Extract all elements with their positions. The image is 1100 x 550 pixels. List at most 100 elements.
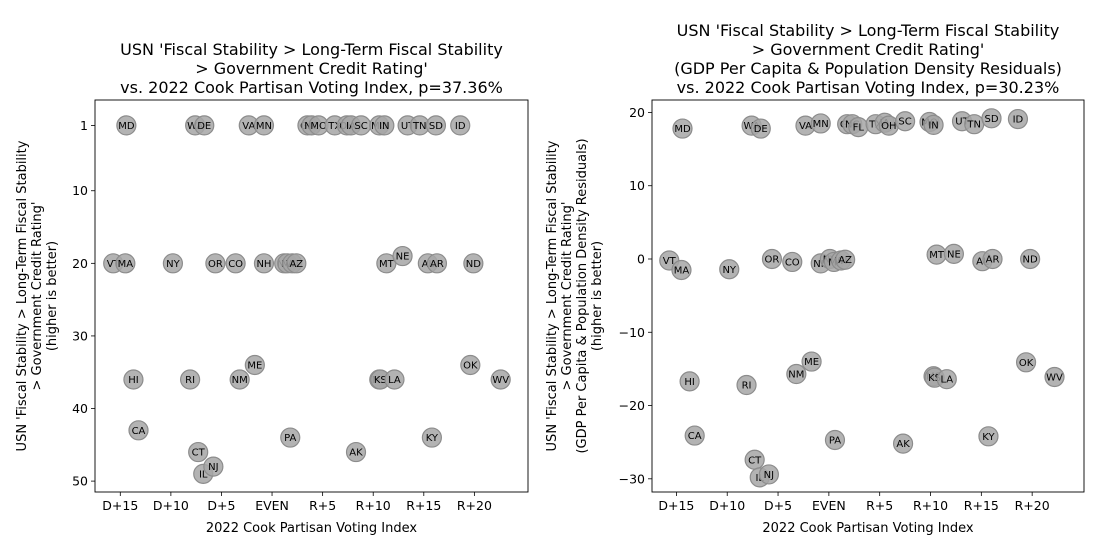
data-point-marker (761, 248, 783, 270)
data-point-label: IN (379, 121, 389, 132)
y-axis-label-line: USN 'Fiscal Stability > Long-Term Fiscal… (15, 140, 30, 451)
data-point-hi: HI (123, 369, 144, 390)
y-axis-label-line: (higher is better) (45, 241, 60, 351)
data-point-ct: CT (188, 441, 209, 463)
data-point-or: OR (205, 253, 226, 274)
data-point-label: RI (185, 375, 195, 386)
plot-frame (651, 99, 1085, 493)
data-point-marker (490, 369, 511, 390)
x-tick-label: D+15 (658, 498, 694, 513)
data-point-label: MO (310, 121, 327, 132)
data-point-label: AK (349, 448, 363, 459)
data-point-marker (345, 441, 367, 463)
x-tick-label: EVEN (812, 498, 846, 513)
data-point-label: TN (966, 120, 981, 131)
data-point-marker (460, 354, 481, 376)
data-point-label: MD (674, 124, 691, 135)
data-point-ri: RI (179, 369, 201, 390)
data-point-label: KY (426, 433, 439, 444)
data-point-label: AZ (289, 259, 303, 270)
data-point-marker (253, 115, 275, 136)
data-point-nd: ND (1020, 248, 1041, 270)
y-tick-label: 50 (72, 474, 88, 489)
data-point-marker (892, 433, 914, 454)
chart-title-line: (GDP Per Capita & Population Density Res… (674, 59, 1062, 78)
data-point-ok: OK (460, 354, 481, 376)
data-point-marker (374, 115, 395, 136)
data-point-marker (895, 111, 916, 132)
data-point-label: NE (947, 249, 961, 260)
data-point-marker (786, 363, 807, 385)
chart-title-line: USN 'Fiscal Stability > Long-Term Fiscal… (677, 21, 1060, 40)
data-point-md: MD (116, 115, 137, 136)
x-tick-label: D+10 (709, 498, 745, 513)
data-point-label: WV (492, 375, 509, 386)
data-point-id: ID (1007, 108, 1029, 130)
data-point-label: TN (412, 121, 427, 132)
data-point-marker (835, 249, 856, 270)
data-point-label: MN (813, 119, 829, 130)
data-point-pa: PA (824, 429, 846, 451)
chart-1: USN 'Fiscal Stability > Long-Term Fiscal… (15, 40, 529, 536)
data-point-label: WV (1046, 372, 1063, 383)
y-tick-label: 40 (72, 401, 88, 416)
x-tick-label: R+15 (406, 498, 441, 513)
data-point-mo: MO (308, 115, 329, 136)
plot-frame (94, 99, 529, 493)
data-point-ct: CT (744, 449, 765, 470)
data-point-label: HI (684, 377, 694, 388)
data-point-label: CO (785, 257, 800, 268)
data-point-label: KS (374, 375, 387, 386)
data-point-label: MD (118, 121, 135, 132)
data-point-label: UT (955, 117, 969, 128)
x-axis-label: 2022 Cook Partisan Voting Index (206, 521, 418, 536)
y-tick-label: −10 (619, 325, 645, 340)
data-point-label: TX (327, 121, 341, 132)
data-point-marker (981, 108, 1002, 129)
data-point-label: PA (284, 433, 296, 444)
data-point-label: CO (228, 259, 243, 270)
y-tick-label: −20 (619, 398, 645, 413)
chart-title-line: vs. 2022 Cook Partisan Voting Index, p=3… (677, 78, 1060, 97)
data-point-label: OH (881, 121, 896, 132)
data-point-ok: OK (1015, 352, 1037, 373)
data-point-ky: KY (978, 426, 999, 447)
chart-title-line: > Government Credit Rating' (752, 40, 985, 59)
chart-title-line: USN 'Fiscal Stability > Long-Term Fiscal… (120, 40, 503, 59)
data-point-label: ID (1013, 115, 1024, 126)
data-point-label: NJ (764, 470, 774, 481)
data-point-az: AZ (286, 253, 307, 274)
data-point-ma: MA (671, 259, 692, 281)
data-point-label: VA (242, 121, 255, 132)
data-point-marker (978, 426, 999, 447)
y-tick-label: 10 (629, 178, 645, 193)
data-point-mn: MN (810, 113, 831, 134)
data-point-ne: NE (392, 245, 413, 267)
data-point-label: FL (853, 123, 865, 134)
data-point-label: VA (799, 121, 812, 132)
data-point-label: ND (466, 259, 481, 270)
data-point-me: ME (244, 354, 265, 376)
data-point-label: VT (663, 256, 677, 267)
x-tick-label: EVEN (255, 498, 289, 513)
data-point-label: LA (940, 375, 953, 386)
data-point-label: SC (898, 117, 911, 128)
data-point-marker (1007, 108, 1029, 130)
data-point-nd: ND (463, 253, 484, 274)
x-tick-label: D+5 (764, 498, 792, 513)
data-point-label: VT (107, 259, 121, 270)
data-point-label: AL (976, 257, 989, 268)
data-point-label: LA (388, 375, 401, 386)
chart-2: USN 'Fiscal Stability > Long-Term Fiscal… (545, 21, 1085, 536)
x-tick-label: R+5 (309, 498, 336, 513)
data-point-label: NY (166, 259, 180, 270)
data-point-marker (280, 427, 301, 448)
y-tick-label: 1 (80, 118, 88, 133)
data-point-ar: AR (982, 248, 1003, 270)
data-point-marker (1015, 352, 1037, 373)
data-point-wv: WV (490, 369, 511, 390)
data-point-marker (392, 245, 413, 267)
data-point-co: CO (225, 253, 246, 274)
data-point-marker (229, 369, 250, 390)
x-tick-label: D+15 (102, 498, 138, 513)
